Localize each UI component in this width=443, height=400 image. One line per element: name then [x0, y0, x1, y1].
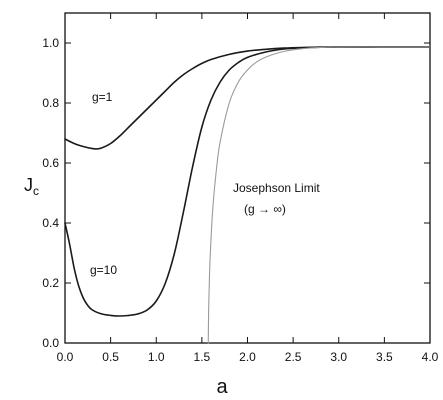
x-tick-label: 1.5: [194, 350, 211, 364]
series-line-josephson-limit: [207, 46, 431, 344]
x-tick-label: 3.0: [330, 350, 347, 364]
y-axis-label-subscript: c: [33, 184, 39, 198]
y-tick-label: 0.6: [42, 156, 59, 170]
plot-frame-group: [64, 12, 431, 344]
y-axis-label-main: J: [24, 175, 33, 195]
y-ticks-group: 0.0 0.2 0.4 0.6 0.8 1.0: [42, 36, 430, 350]
annotation-g10: g=10: [90, 263, 117, 277]
x-axis-label: a: [216, 376, 228, 398]
x-tick-label: 2.0: [239, 350, 256, 364]
series-group: [64, 46, 431, 344]
x-tick-label: 0.0: [57, 350, 74, 364]
y-tick-label: 0.2: [42, 276, 59, 290]
y-tick-label: 0.8: [42, 96, 59, 110]
annotation-josephson-g-inf: (g → ∞): [244, 202, 286, 216]
x-tick-label: 0.5: [102, 350, 119, 364]
y-axis-label: Jc: [24, 175, 39, 198]
annotation-g1: g=1: [92, 90, 113, 104]
x-tick-label: 4.0: [422, 350, 439, 364]
y-tick-label: 0.0: [42, 336, 59, 350]
plot-frame: [64, 12, 431, 344]
y-tick-label: 0.4: [42, 216, 59, 230]
y-tick-label: 1.0: [42, 36, 59, 50]
x-tick-label: 1.0: [148, 350, 165, 364]
series-line-g10: [64, 46, 431, 317]
x-tick-label: 3.5: [376, 350, 393, 364]
annotation-josephson-limit: Josephson Limit: [233, 181, 320, 195]
x-tick-label: 2.5: [285, 350, 302, 364]
series-line-g1: [64, 46, 431, 150]
x-ticks-group: 0.0 0.5 1.0 1.5 2.0 2.5 3.0 3.5 4.0: [57, 13, 439, 364]
